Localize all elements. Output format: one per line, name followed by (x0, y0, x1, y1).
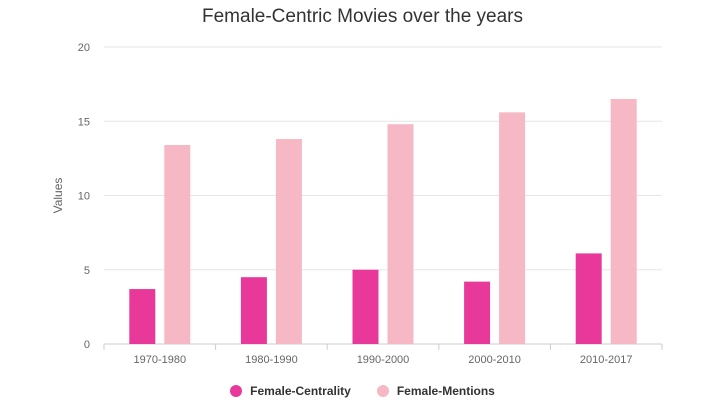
legend-label-female-centrality: Female-Centrality (250, 384, 351, 398)
legend: Female-Centrality Female-Mentions (0, 384, 725, 398)
y-axis-label: Values (51, 178, 65, 214)
legend-swatch-female-mentions (376, 385, 389, 397)
bar-female-centrality-2000-2010[interactable] (464, 281, 491, 344)
x-tick-label-1990-2000: 1990-2000 (357, 354, 410, 366)
bar-female-centrality-1970-1980[interactable] (129, 289, 156, 344)
x-tick-label-1980-1990: 1980-1990 (245, 354, 298, 366)
legend-item-female-centrality[interactable]: Female-Centrality (230, 384, 351, 398)
chart-title: Female-Centric Movies over the years (202, 6, 523, 27)
bar-female-centrality-1980-1990[interactable] (240, 277, 267, 344)
legend-label-female-mentions: Female-Mentions (396, 384, 495, 398)
x-tick-label-2010-2017: 2010-2017 (580, 354, 633, 366)
x-tick-label-2000-2010: 2000-2010 (468, 354, 521, 366)
bar-female-mentions-2000-2010[interactable] (499, 112, 526, 344)
bar-female-mentions-2010-2017[interactable] (610, 98, 637, 344)
legend-swatch-female-centrality (230, 385, 243, 397)
y-tick-label-10: 10 (78, 191, 90, 203)
bar-female-mentions-1990-2000[interactable] (387, 124, 414, 344)
bar-female-centrality-2010-2017[interactable] (575, 253, 602, 344)
legend-item-female-mentions[interactable]: Female-Mentions (376, 384, 495, 398)
y-tick-label-5: 5 (84, 265, 90, 277)
x-tick-label-1970-1980: 1970-1980 (133, 354, 186, 366)
bar-female-mentions-1980-1990[interactable] (275, 139, 302, 344)
y-tick-label-20: 20 (78, 42, 90, 54)
bar-female-centrality-1990-2000[interactable] (352, 269, 379, 344)
bar-female-mentions-1970-1980[interactable] (164, 145, 191, 344)
y-tick-label-15: 15 (78, 116, 90, 128)
y-tick-label-0: 0 (84, 339, 90, 351)
